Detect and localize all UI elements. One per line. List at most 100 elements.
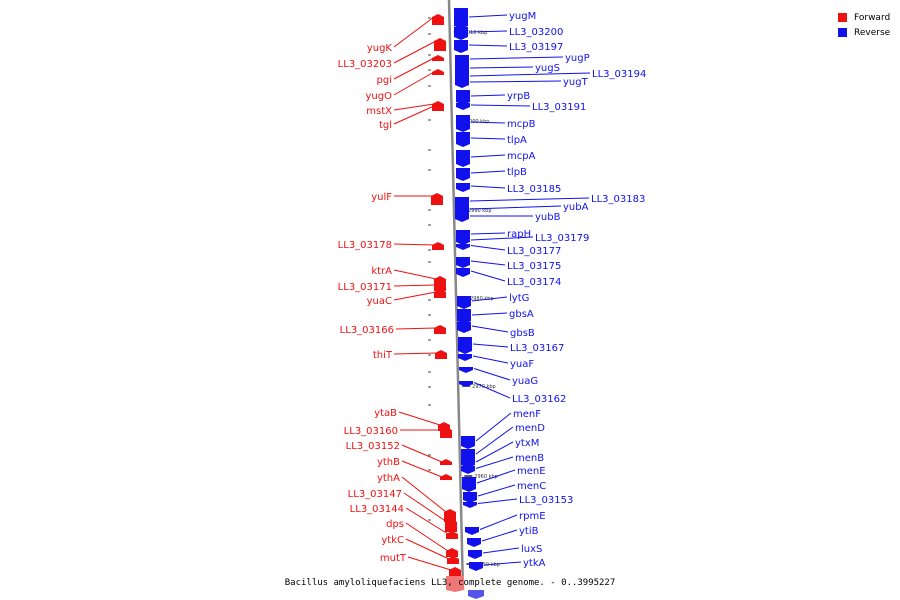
gene-leader-line bbox=[403, 492, 448, 523]
gene-leader-line bbox=[475, 426, 514, 455]
forward-gene-arrow bbox=[440, 474, 452, 480]
reverse-gene: LL3_03167 bbox=[458, 337, 564, 354]
forward-gene-arrow bbox=[440, 459, 452, 465]
forward-gene-arrow bbox=[440, 427, 452, 438]
legend-reverse: Reverse bbox=[838, 25, 890, 40]
forward-gene-label: yugK bbox=[367, 43, 393, 54]
gene-leader-line bbox=[469, 197, 590, 202]
gene-leader-line bbox=[407, 556, 452, 571]
reverse-gene: tlpB bbox=[456, 167, 527, 181]
reverse-gene: LL3_03174 bbox=[456, 268, 561, 288]
gene-leader-line bbox=[469, 205, 562, 210]
forward-gene-label: pgi bbox=[377, 75, 392, 86]
reverse-gene: LL3_03185 bbox=[456, 183, 561, 195]
reverse-gene: yrpB bbox=[456, 90, 530, 105]
gene-leader-line bbox=[468, 30, 508, 33]
reverse-gene: LL3_03197 bbox=[454, 40, 563, 53]
legend-forward-label: Forward bbox=[854, 12, 891, 23]
gene-leader-line bbox=[393, 103, 435, 111]
forward-gene-arrow bbox=[446, 548, 458, 557]
forward-gene-label: ythA bbox=[377, 473, 400, 484]
reverse-gene-label: tlpB bbox=[507, 167, 527, 178]
reverse-gene-label: LL3_03177 bbox=[507, 246, 561, 257]
kbp-tick-label: 3010 kbp bbox=[464, 30, 488, 36]
legend-forward: Forward bbox=[838, 10, 890, 25]
gene-leader-line bbox=[471, 312, 508, 316]
reverse-gene-label: yubB bbox=[535, 212, 561, 223]
reverse-gene-label: yuaG bbox=[512, 376, 538, 387]
reverse-gene-arrow bbox=[461, 436, 475, 449]
kbp-tick-label: 2980 kbp bbox=[470, 296, 494, 302]
reverse-gene-label: yubA bbox=[563, 202, 589, 213]
reverse-gene-label: LL3_03185 bbox=[507, 184, 561, 195]
reverse-gene-label: yrpB bbox=[507, 91, 530, 102]
reverse-gene-label: menF bbox=[513, 409, 541, 420]
gene-leader-line bbox=[482, 547, 520, 554]
reverse-gene-arrow bbox=[456, 132, 470, 147]
gene-leader-line bbox=[470, 104, 531, 107]
reverse-gene: menD bbox=[461, 423, 545, 462]
reverse-gene-label: rpmE bbox=[519, 511, 546, 522]
gene-leader-line bbox=[477, 484, 516, 497]
reverse-gene-arrow bbox=[456, 244, 470, 250]
reverse-gene-arrow bbox=[456, 168, 470, 181]
forward-gene-label: yulF bbox=[371, 192, 392, 203]
forward-gene-label: LL3_03178 bbox=[338, 240, 392, 251]
reverse-gene-arrow bbox=[468, 550, 482, 559]
reverse-gene-label: gbsA bbox=[509, 309, 534, 320]
gene-leader-line bbox=[473, 382, 511, 399]
faded-forward-glyph bbox=[446, 576, 464, 592]
reverse-gene-label: ytiB bbox=[519, 526, 539, 537]
forward-gene-label: LL3_03160 bbox=[344, 426, 398, 437]
forward-gene-label: LL3_03147 bbox=[348, 489, 402, 500]
forward-gene-label: LL3_03171 bbox=[338, 282, 392, 293]
gene-leader-line bbox=[470, 236, 534, 241]
forward-gene-label: mstX bbox=[366, 106, 392, 117]
reverse-gene-label: LL3_03194 bbox=[592, 69, 646, 80]
forward-gene: LL3_03171 bbox=[338, 282, 446, 293]
reverse-gene-label: menD bbox=[515, 423, 545, 434]
reverse-gene-arrow bbox=[463, 492, 477, 503]
reverse-gene-label: menB bbox=[515, 453, 544, 464]
gene-leader-line bbox=[470, 94, 506, 97]
gene-leader-line bbox=[469, 56, 564, 60]
reverse-gene: tlpA bbox=[456, 132, 527, 147]
gene-leader-line bbox=[401, 476, 447, 513]
reverse-gene: LL3_03175 bbox=[456, 257, 561, 272]
gene-leader-line bbox=[470, 270, 506, 282]
reverse-gene-label: yuaF bbox=[510, 359, 534, 370]
reverse-gene: ytiB bbox=[467, 526, 539, 547]
gene-leader-line bbox=[405, 522, 449, 552]
forward-gene: LL3_03152 bbox=[346, 441, 452, 465]
reverse-gene: mcpB bbox=[456, 115, 536, 132]
gene-leader-line bbox=[470, 137, 506, 140]
forward-gene-label: LL3_03166 bbox=[340, 325, 394, 336]
faded-reverse-glyph bbox=[468, 590, 484, 599]
forward-gene-arrow bbox=[434, 276, 446, 285]
gene-leader-line bbox=[477, 498, 518, 504]
forward-gene-label: mutT bbox=[380, 553, 407, 564]
reverse-gene-arrow bbox=[457, 296, 471, 309]
forward-gene: yuaC bbox=[367, 289, 446, 307]
reverse-gene: lytG bbox=[457, 293, 529, 309]
forward-gene-arrow bbox=[444, 509, 456, 522]
reverse-gene: LL3_03191 bbox=[456, 102, 586, 113]
gene-leader-line bbox=[401, 460, 443, 478]
forward-gene-arrow bbox=[431, 193, 443, 205]
reverse-gene-label: LL3_03183 bbox=[591, 194, 645, 205]
gene-leader-line bbox=[470, 121, 506, 124]
reverse-gene: ytkA bbox=[469, 558, 546, 571]
gene-leader-line bbox=[481, 529, 518, 542]
forward-gene-arrow bbox=[432, 103, 444, 111]
gene-leader-line bbox=[393, 284, 437, 287]
genome-axis bbox=[447, 0, 465, 591]
reverse-gene: luxS bbox=[468, 544, 542, 559]
forward-gene: yugK bbox=[367, 14, 444, 54]
reverse-gene-label: yugT bbox=[563, 77, 589, 88]
reverse-gene: LL3_03179 bbox=[456, 233, 589, 245]
gene-leader-line bbox=[393, 40, 437, 64]
forward-gene: LL3_03147 bbox=[348, 489, 457, 532]
forward-gene-arrow bbox=[434, 282, 446, 291]
gene-leader-line bbox=[468, 14, 508, 18]
gene-leader-line bbox=[393, 291, 437, 301]
